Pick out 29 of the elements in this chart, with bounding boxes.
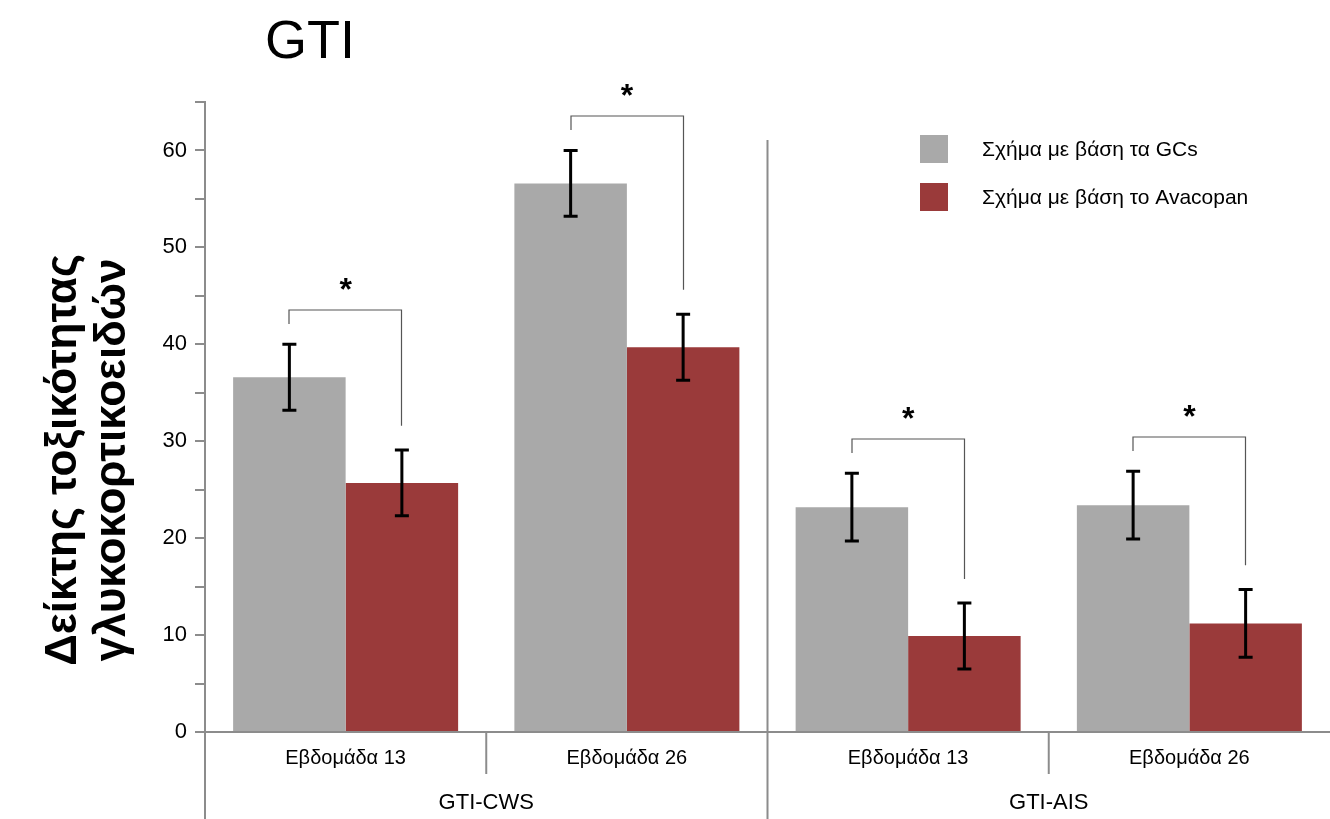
bar	[1076, 505, 1190, 731]
bar	[514, 183, 627, 731]
bar	[345, 482, 459, 731]
x-tick-label: Εβδομάδα 13	[847, 745, 969, 768]
y-tick-label: 30	[162, 427, 187, 453]
y-tick-label: 50	[162, 233, 187, 259]
text: GTI-AIS	[1009, 789, 1089, 815]
x-tick-label: Εβδομάδα 26	[566, 745, 688, 768]
annotation: *	[339, 271, 353, 308]
y-tick-label: 60	[162, 136, 187, 162]
y-tick-label: 20	[162, 524, 187, 550]
legend-label: Σχήμα με βάση τα GCs	[982, 137, 1198, 161]
annotation: *	[901, 400, 915, 437]
legend-label: Σχήμα με βάση το Avacopan	[982, 185, 1249, 209]
bar	[233, 377, 346, 731]
bar	[1189, 623, 1302, 731]
bar	[795, 507, 909, 731]
x-tick-label: Εβδομάδα 26	[1129, 745, 1250, 768]
bar	[626, 347, 740, 731]
annotation: *	[1183, 398, 1197, 435]
y-tick-label: 40	[162, 330, 187, 356]
text: GTI-CWS	[438, 789, 534, 815]
bar	[908, 636, 1021, 731]
chart-title: GTI	[265, 8, 355, 70]
annotation: *	[620, 77, 634, 114]
y-tick-label: 10	[162, 621, 187, 647]
y-axis-title: Δείκτης τοξικότητας γλυκοκορτικοειδών	[35, 253, 135, 668]
y-tick-label: 0	[174, 718, 187, 744]
x-tick-label: Εβδομάδα 13	[285, 745, 406, 768]
